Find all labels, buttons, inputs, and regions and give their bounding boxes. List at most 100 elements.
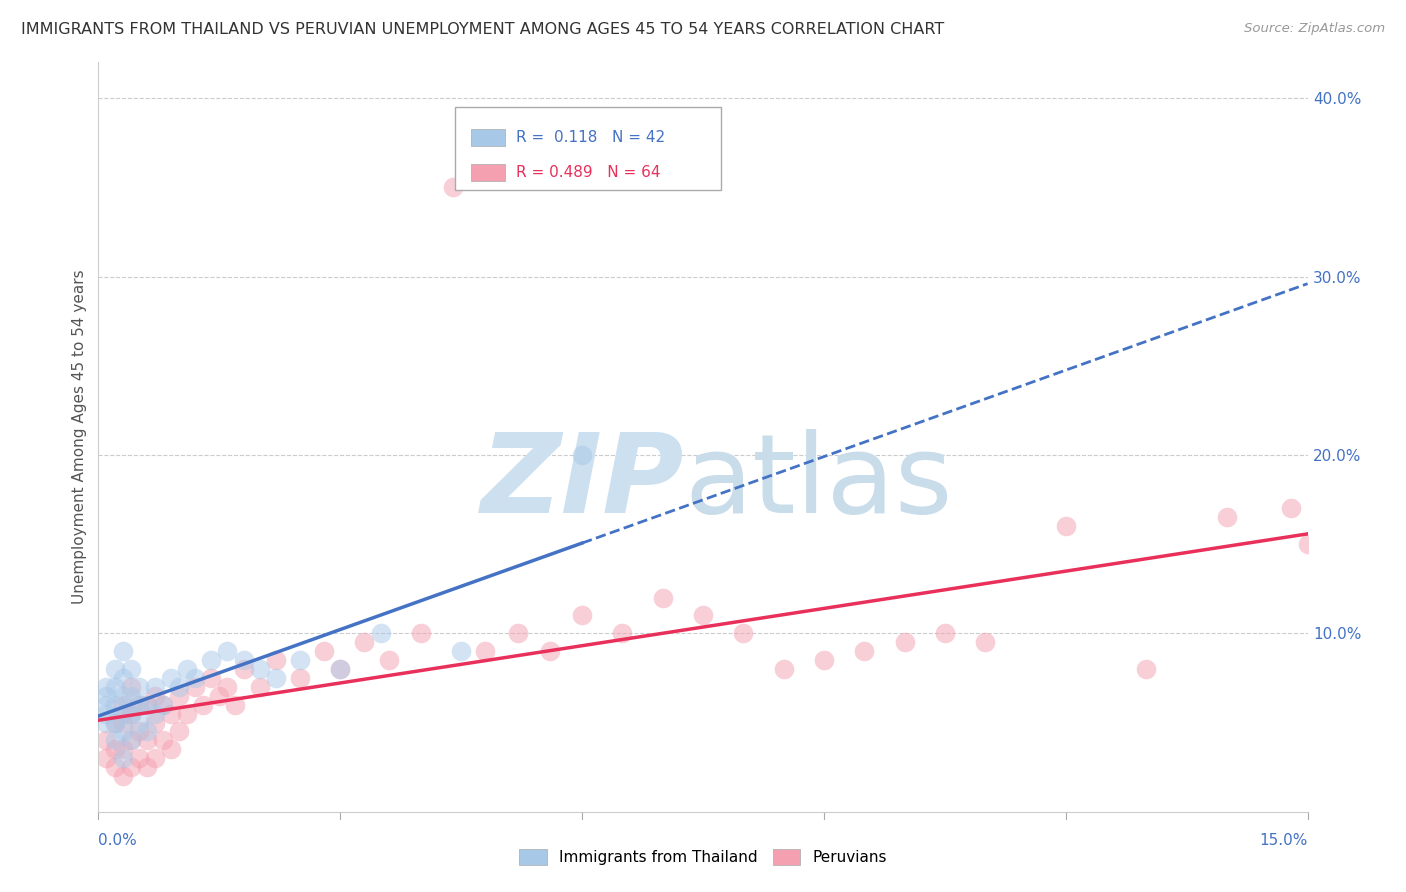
Point (160, 742, 183, 756)
Text: IMMIGRANTS FROM THAILAND VS PERUVIAN UNEMPLOYMENT AMONG AGES 45 TO 54 YEARS CORR: IMMIGRANTS FROM THAILAND VS PERUVIAN UNE… (21, 22, 945, 37)
Point (135, 698, 157, 712)
Point (288, 653, 311, 667)
Point (111, 706, 134, 721)
Text: R = 0.489   N = 64: R = 0.489 N = 64 (516, 165, 659, 180)
Point (200, 671, 222, 685)
Point (176, 662, 198, 676)
Point (249, 662, 271, 676)
Point (103, 733, 125, 747)
Point (111, 742, 134, 756)
Point (167, 724, 190, 739)
Point (96, 733, 118, 747)
Point (264, 671, 287, 685)
Point (120, 680, 142, 694)
Point (103, 715, 125, 730)
Point (249, 680, 271, 694)
Point (120, 733, 142, 747)
Point (128, 715, 150, 730)
Point (450, 644, 472, 658)
Point (934, 626, 956, 640)
Text: 15.0%: 15.0% (1260, 833, 1308, 847)
Point (120, 689, 142, 703)
Point (772, 662, 794, 676)
Point (120, 706, 142, 721)
Text: Source: ZipAtlas.com: Source: ZipAtlas.com (1244, 22, 1385, 36)
Point (135, 733, 157, 747)
Point (893, 635, 915, 649)
Point (96, 706, 118, 721)
Point (160, 671, 183, 685)
Point (232, 662, 254, 676)
Point (1296, 537, 1319, 551)
Point (200, 653, 222, 667)
Y-axis label: Unemployment Among Ages 45 to 54 years: Unemployment Among Ages 45 to 54 years (72, 269, 87, 605)
Point (96, 689, 118, 703)
Point (103, 742, 125, 756)
Point (103, 760, 125, 774)
Point (692, 608, 714, 623)
Point (103, 662, 125, 676)
Point (128, 698, 150, 712)
Point (96, 751, 118, 765)
Point (111, 715, 134, 730)
FancyBboxPatch shape (471, 164, 505, 181)
Point (974, 635, 997, 649)
FancyBboxPatch shape (456, 107, 721, 190)
Point (612, 626, 634, 640)
Point (96, 698, 118, 712)
Point (370, 626, 392, 640)
Point (128, 680, 150, 694)
Point (120, 706, 142, 721)
Point (184, 680, 207, 694)
Text: ZIP: ZIP (481, 428, 685, 535)
Legend: Immigrants from Thailand, Peruvians: Immigrants from Thailand, Peruvians (513, 843, 893, 871)
Point (208, 689, 231, 703)
Point (160, 706, 183, 721)
Point (651, 591, 673, 605)
Point (184, 671, 207, 685)
Point (152, 698, 174, 712)
Point (135, 760, 157, 774)
Point (1281, 501, 1303, 516)
Point (143, 689, 166, 703)
Point (1216, 510, 1239, 524)
Point (111, 724, 134, 739)
Point (217, 680, 239, 694)
Point (813, 653, 835, 667)
Point (217, 644, 239, 658)
Point (167, 680, 190, 694)
Point (135, 698, 157, 712)
Point (111, 769, 134, 783)
Point (733, 626, 755, 640)
Point (135, 724, 157, 739)
Text: R =  0.118   N = 42: R = 0.118 N = 42 (516, 130, 665, 145)
Point (111, 698, 134, 712)
Point (111, 644, 134, 658)
Point (152, 698, 174, 712)
Point (103, 715, 125, 730)
Point (224, 698, 246, 712)
Point (1054, 519, 1077, 533)
Point (329, 662, 352, 676)
Point (96, 680, 118, 694)
Point (538, 644, 561, 658)
Point (232, 653, 254, 667)
Point (506, 626, 529, 640)
Point (176, 706, 198, 721)
Point (103, 698, 125, 712)
Point (120, 662, 142, 676)
Point (474, 644, 496, 658)
Point (111, 671, 134, 685)
Point (353, 635, 375, 649)
Point (853, 644, 876, 658)
Point (128, 724, 150, 739)
Point (128, 751, 150, 765)
Point (571, 608, 593, 623)
Point (377, 653, 399, 667)
Point (120, 760, 142, 774)
Point (409, 626, 432, 640)
Point (143, 680, 166, 694)
Point (288, 671, 311, 685)
Point (193, 698, 215, 712)
Point (329, 662, 352, 676)
